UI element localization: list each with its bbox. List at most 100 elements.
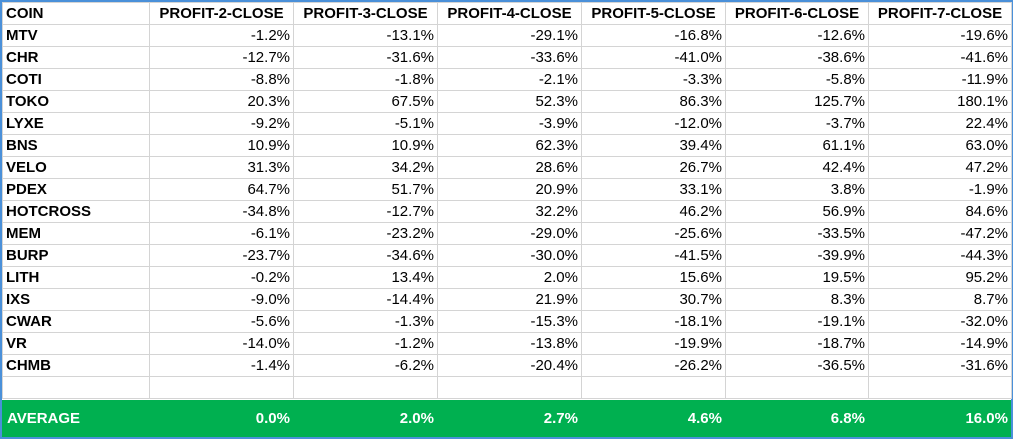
coin-cell[interactable]: MEM [2,222,150,245]
profit-cell[interactable]: 10.9% [293,134,438,157]
header-profit-4[interactable]: PROFIT-4-CLOSE [437,2,582,25]
empty-cell[interactable] [149,376,294,399]
profit-cell[interactable]: 28.6% [437,156,582,179]
coin-cell[interactable]: HOTCROSS [2,200,150,223]
profit-cell[interactable]: -20.4% [437,354,582,377]
profit-cell[interactable]: -1.9% [868,178,1012,201]
profit-cell[interactable]: -47.2% [868,222,1012,245]
coin-cell[interactable]: MTV [2,24,150,47]
profit-cell[interactable]: 20.3% [149,90,294,113]
profit-cell[interactable]: -13.8% [437,332,582,355]
profit-cell[interactable]: -33.6% [437,46,582,69]
profit-cell[interactable]: -41.0% [581,46,726,69]
profit-cell[interactable]: -1.2% [149,24,294,47]
coin-cell[interactable]: PDEX [2,178,150,201]
profit-cell[interactable]: 31.3% [149,156,294,179]
profit-cell[interactable]: 46.2% [581,200,726,223]
profit-cell[interactable]: -3.9% [437,112,582,135]
profit-cell[interactable]: -31.6% [868,354,1012,377]
profit-cell[interactable]: -0.2% [149,266,294,289]
header-profit-5[interactable]: PROFIT-5-CLOSE [581,2,726,25]
profit-cell[interactable]: 22.4% [868,112,1012,135]
profit-cell[interactable]: -1.4% [149,354,294,377]
profit-cell[interactable]: -34.8% [149,200,294,223]
profit-cell[interactable]: 32.2% [437,200,582,223]
profit-cell[interactable]: -1.3% [293,310,438,333]
profit-cell[interactable]: 42.4% [725,156,869,179]
profit-cell[interactable]: -16.8% [581,24,726,47]
profit-cell[interactable]: -25.6% [581,222,726,245]
profit-cell[interactable]: -30.0% [437,244,582,267]
header-coin[interactable]: COIN [2,2,150,25]
header-profit-3[interactable]: PROFIT-3-CLOSE [293,2,438,25]
profit-cell[interactable]: -19.6% [868,24,1012,47]
profit-cell[interactable]: -44.3% [868,244,1012,267]
profit-cell[interactable]: -12.0% [581,112,726,135]
coin-cell[interactable]: CWAR [2,310,150,333]
profit-cell[interactable]: -19.9% [581,332,726,355]
average-profit-4[interactable]: 2.7% [543,410,578,427]
profit-cell[interactable]: -6.2% [293,354,438,377]
profit-cell[interactable]: -39.9% [725,244,869,267]
profit-cell[interactable]: -36.5% [725,354,869,377]
profit-cell[interactable]: -3.3% [581,68,726,91]
profit-cell[interactable]: -29.0% [437,222,582,245]
profit-cell[interactable]: -14.9% [868,332,1012,355]
profit-cell[interactable]: 33.1% [581,178,726,201]
empty-cell[interactable] [581,376,726,399]
profit-cell[interactable]: -11.9% [868,68,1012,91]
header-profit-2[interactable]: PROFIT-2-CLOSE [149,2,294,25]
coin-cell[interactable]: CHMB [2,354,150,377]
profit-cell[interactable]: 2.0% [437,266,582,289]
coin-cell[interactable]: LITH [2,266,150,289]
profit-cell[interactable]: -14.4% [293,288,438,311]
profit-cell[interactable]: 64.7% [149,178,294,201]
header-profit-7[interactable]: PROFIT-7-CLOSE [868,2,1012,25]
profit-cell[interactable]: 39.4% [581,134,726,157]
profit-cell[interactable]: -2.1% [437,68,582,91]
header-profit-6[interactable]: PROFIT-6-CLOSE [725,2,869,25]
coin-cell[interactable]: LYXE [2,112,150,135]
profit-cell[interactable]: 52.3% [437,90,582,113]
profit-cell[interactable]: 56.9% [725,200,869,223]
profit-cell[interactable]: 62.3% [437,134,582,157]
profit-cell[interactable]: 8.7% [868,288,1012,311]
profit-cell[interactable]: 19.5% [725,266,869,289]
profit-cell[interactable]: -5.6% [149,310,294,333]
coin-cell[interactable]: COTI [2,68,150,91]
profit-cell[interactable]: -8.8% [149,68,294,91]
profit-cell[interactable]: -23.7% [149,244,294,267]
profit-cell[interactable]: -23.2% [293,222,438,245]
profit-cell[interactable]: -5.8% [725,68,869,91]
profit-cell[interactable]: -32.0% [868,310,1012,333]
empty-cell[interactable] [2,376,150,399]
profit-cell[interactable]: 34.2% [293,156,438,179]
profit-cell[interactable]: 67.5% [293,90,438,113]
coin-cell[interactable]: TOKO [2,90,150,113]
coin-cell[interactable]: BNS [2,134,150,157]
profit-cell[interactable]: 13.4% [293,266,438,289]
profit-cell[interactable]: -6.1% [149,222,294,245]
profit-cell[interactable]: 10.9% [149,134,294,157]
empty-cell[interactable] [868,376,1012,399]
empty-cell[interactable] [293,376,438,399]
profit-cell[interactable]: -18.7% [725,332,869,355]
profit-cell[interactable]: -18.1% [581,310,726,333]
average-profit-5[interactable]: 4.6% [687,410,722,427]
profit-cell[interactable]: -12.6% [725,24,869,47]
average-profit-6[interactable]: 6.8% [830,410,865,427]
profit-cell[interactable]: -41.6% [868,46,1012,69]
coin-cell[interactable]: VR [2,332,150,355]
profit-cell[interactable]: 180.1% [868,90,1012,113]
profit-cell[interactable]: -9.2% [149,112,294,135]
profit-cell[interactable]: 47.2% [868,156,1012,179]
average-label[interactable]: AVERAGE [7,410,81,427]
profit-cell[interactable]: -26.2% [581,354,726,377]
profit-cell[interactable]: 95.2% [868,266,1012,289]
profit-cell[interactable]: -12.7% [293,200,438,223]
profit-cell[interactable]: -12.7% [149,46,294,69]
profit-cell[interactable]: -1.2% [293,332,438,355]
profit-cell[interactable]: -15.3% [437,310,582,333]
profit-cell[interactable]: 30.7% [581,288,726,311]
profit-cell[interactable]: -14.0% [149,332,294,355]
